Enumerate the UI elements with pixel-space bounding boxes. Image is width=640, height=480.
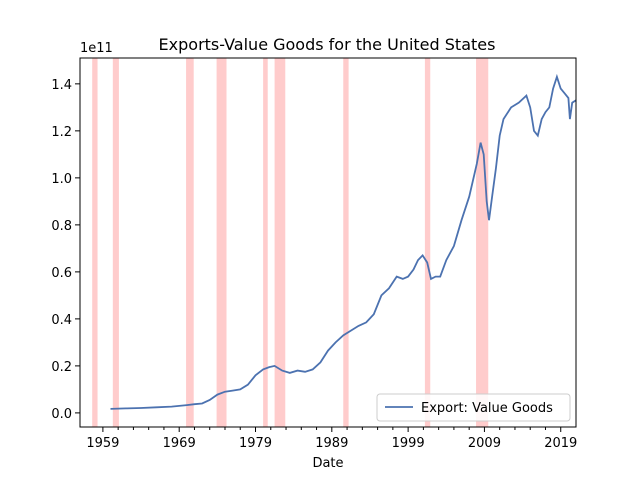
y-axis-ticks: 0.0 0.2 0.4 0.6 0.8 1.0 1.2 1.4: [51, 78, 80, 422]
chart-title: Exports-Value Goods for the United State…: [159, 35, 496, 54]
y-tick-label-6: 1.2: [51, 125, 72, 140]
y-tick-label-5: 1.0: [51, 172, 72, 187]
y-tick-label-1: 0.2: [51, 360, 72, 375]
y-tick-label-4: 0.8: [51, 219, 72, 234]
x-axis-label: Date: [312, 456, 343, 471]
x-tick-label-5: 2009: [468, 436, 501, 451]
recession-bands: [92, 58, 489, 427]
recession-band-5: [263, 58, 268, 427]
recession-band-7: [343, 58, 349, 427]
y-tick-label-2: 0.4: [51, 313, 72, 328]
y-tick-label-3: 0.6: [51, 266, 72, 281]
x-tick-label-0: 1959: [86, 436, 119, 451]
x-tick-label-3: 1989: [315, 436, 348, 451]
x-tick-label-2: 1979: [239, 436, 272, 451]
recession-band-6: [274, 58, 286, 427]
x-tick-label-6: 2019: [544, 436, 577, 451]
legend: Export: Value Goods: [376, 393, 571, 422]
recession-band-9: [476, 58, 489, 427]
y-tick-label-0: 0.0: [51, 407, 72, 422]
recession-band-1: [92, 58, 98, 427]
series-line-export-value-goods: [110, 73, 577, 410]
x-tick-label-4: 1999: [392, 436, 425, 451]
x-axis-ticks: 1959 1969 1979 1989 1999 2009 2019: [86, 427, 577, 451]
x-tick-label-1: 1969: [163, 436, 196, 451]
legend-box: [376, 393, 571, 422]
recession-band-2: [112, 58, 119, 427]
recession-band-4: [216, 58, 227, 427]
legend-label: Export: Value Goods: [421, 401, 553, 416]
recession-band-8: [424, 58, 431, 427]
plot-frame: [79, 57, 577, 428]
y-tick-label-7: 1.4: [51, 78, 72, 93]
y-axis-scale-label: 1e11: [80, 41, 113, 56]
recession-band-3: [186, 58, 194, 427]
